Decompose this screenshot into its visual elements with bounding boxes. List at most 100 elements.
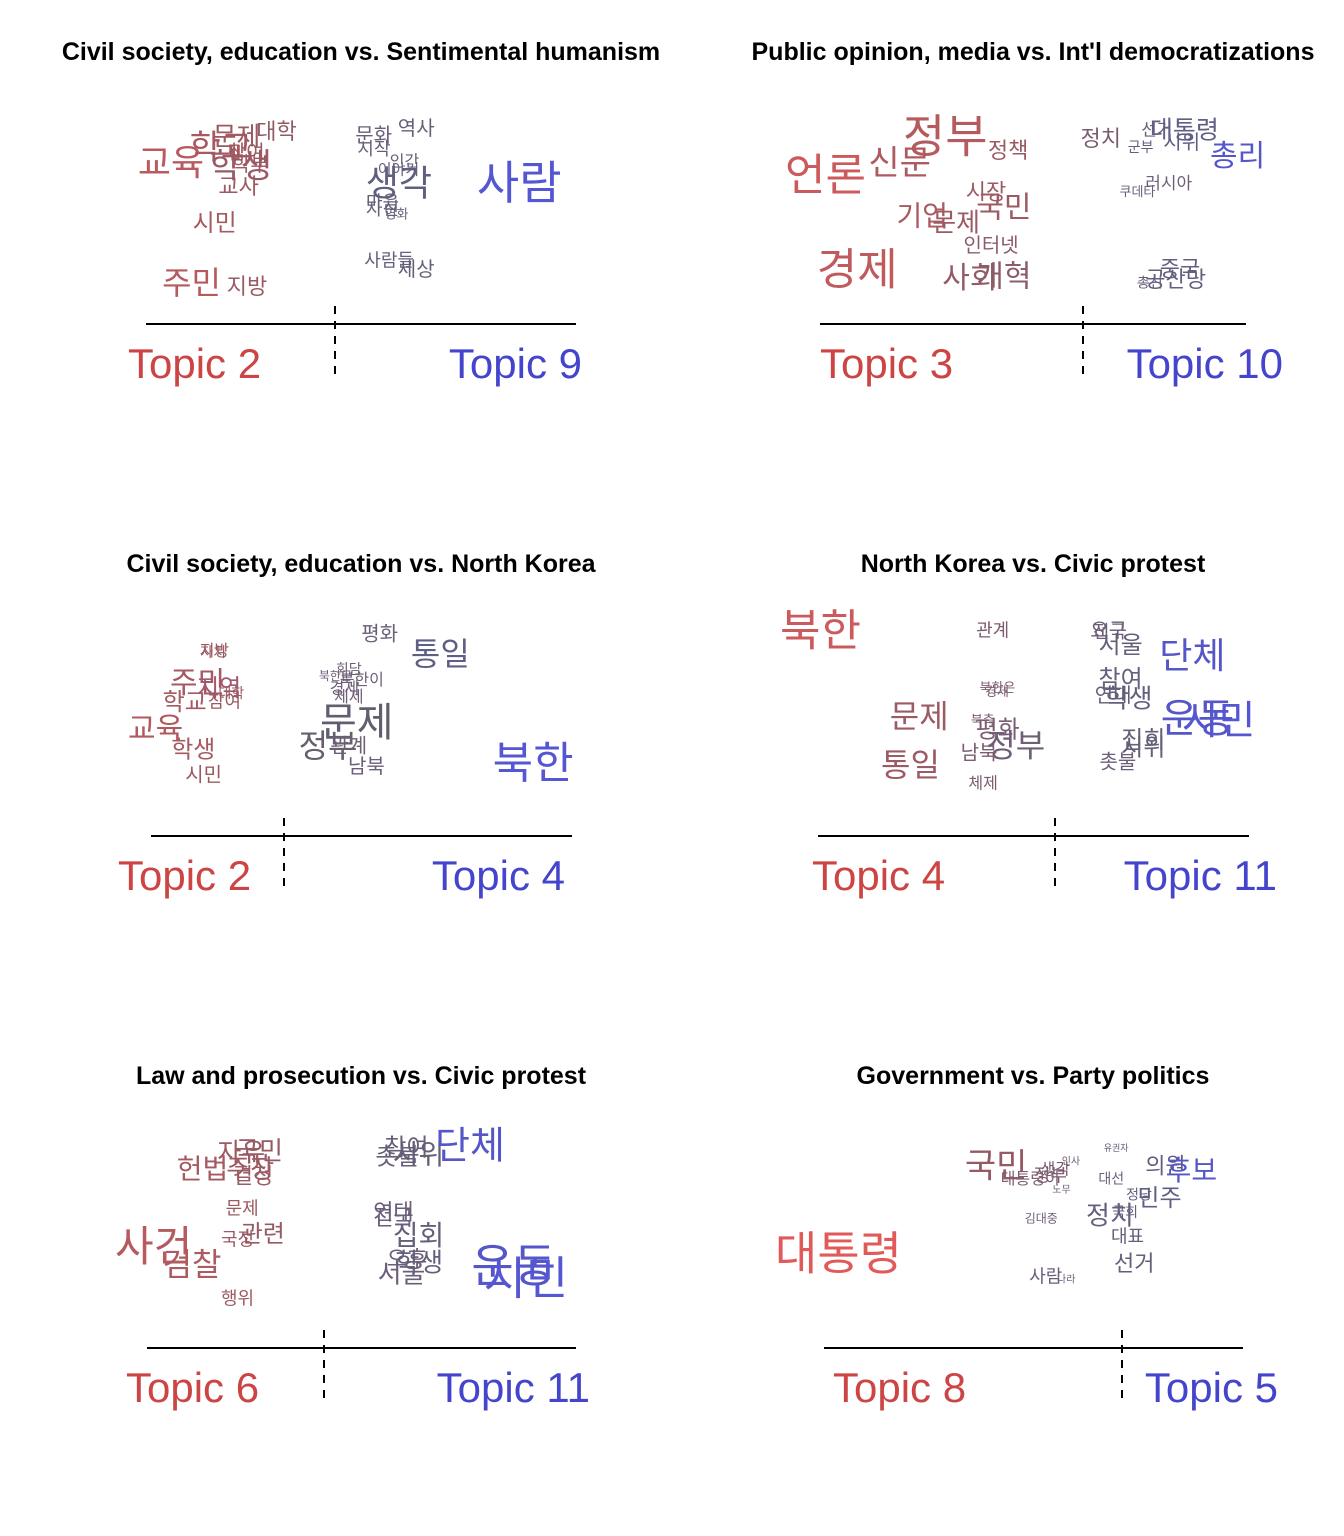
word-mark: 사람: [477, 156, 562, 210]
left-topic-label: Topic 2: [118, 852, 251, 899]
word-mark: 대통령: [775, 1227, 902, 1281]
word-mark: 운동: [471, 1239, 556, 1293]
word-mark: 정부: [299, 727, 358, 765]
panel-title: Public opinion, media vs. Int'l democrat…: [752, 38, 1315, 66]
word-mark: 문제: [320, 700, 394, 746]
word-mark: 교사: [218, 175, 258, 200]
word-mark: 자신: [366, 199, 399, 220]
word-mark: 자치: [200, 645, 226, 661]
word-mark: 사람: [1029, 1266, 1062, 1287]
word-mark: 국회: [1112, 1205, 1138, 1221]
panel-title: Civil society, education vs. Sentimental…: [62, 38, 660, 66]
word-mark: 선거: [1141, 121, 1172, 141]
right-topic-label: Topic 5: [1145, 1364, 1278, 1411]
left-topic-label: Topic 4: [812, 852, 945, 899]
panel-3: Civil society, education vs. North Korea…: [118, 550, 597, 899]
word-mark: 지역: [197, 674, 241, 702]
word-mark: 노무: [1052, 1184, 1070, 1196]
word-mark: 북한: [493, 738, 574, 789]
word-mark: 쿠데타: [1120, 185, 1156, 200]
panel-6: Government vs. Party politics 국민대통령이정부생각인…: [775, 1062, 1278, 1411]
word-mark: 문제: [932, 209, 980, 239]
word-mark: 남북: [348, 754, 385, 778]
word-mark: 개혁: [976, 259, 1031, 294]
word-mark: 언론: [785, 150, 866, 201]
left-topic-label: Topic 2: [128, 340, 261, 387]
word-mark: 세상: [398, 257, 435, 281]
word-mark: 시민: [1182, 698, 1256, 744]
panel-title: Civil society, education vs. North Korea: [126, 550, 596, 578]
word-mark: 통일: [881, 746, 940, 784]
panel-title: Law and prosecution vs. Civic protest: [136, 1062, 587, 1090]
word-mark: 촛불: [375, 1143, 419, 1171]
word-mark: 문제: [226, 1199, 259, 1220]
word-mark: 오후: [387, 1248, 427, 1273]
left-topic-label: Topic 3: [820, 340, 953, 387]
word-mark: 전국: [1093, 622, 1126, 643]
word-mark: 헌법: [177, 1153, 229, 1186]
word-mark: 공산당: [1145, 268, 1206, 293]
word-mark: 촛불: [1100, 749, 1137, 773]
word-mark: 시위: [393, 1138, 445, 1171]
word-mark: 대선: [1098, 1171, 1124, 1187]
word-mark: 학교: [190, 128, 253, 168]
panel-title: Government vs. Party politics: [857, 1062, 1210, 1090]
word-mark: 참여: [384, 1134, 428, 1162]
word-mark: 시위: [1121, 733, 1165, 761]
word-mark: 단체: [435, 1124, 505, 1168]
word-mark: 시작: [357, 139, 390, 160]
word-mark: 시장: [966, 180, 1006, 205]
word-mark: 기업: [897, 200, 949, 233]
word-mark: 국정: [221, 1229, 254, 1250]
word-mark: 북측: [971, 714, 995, 729]
word-mark: 자유: [217, 1139, 265, 1169]
word-mark: 사람들: [364, 251, 414, 272]
word-mark: 정치: [1081, 127, 1121, 152]
word-mark: 주민: [170, 666, 225, 701]
word-mark: 관계: [330, 734, 367, 758]
word-mark: 사회: [942, 261, 997, 296]
word-mark: 국민: [235, 1137, 283, 1167]
word-mark: 대통령: [1150, 116, 1219, 145]
right-topic-label: Topic 11: [437, 1364, 590, 1411]
word-mark: 국민: [965, 1147, 1028, 1187]
word-mark: 경제: [330, 678, 359, 697]
right-topic-label: Topic 9: [449, 340, 582, 387]
word-mark: 시위: [1163, 130, 1200, 154]
right-topic-label: Topic 10: [1127, 340, 1283, 387]
word-mark: 선거: [1114, 1252, 1154, 1277]
word-mark: 군부: [1128, 140, 1154, 156]
word-mark: 역사: [398, 116, 435, 140]
right-topic-label: Topic 11: [1124, 852, 1277, 899]
word-mark: 회담: [336, 662, 362, 678]
word-mark: 국민: [976, 191, 1031, 226]
word-mark: 관련: [241, 1220, 285, 1248]
word-mark: 후보: [1166, 1154, 1218, 1187]
word-mark: 참여: [1099, 665, 1143, 693]
word-mark: 사건: [115, 1222, 192, 1271]
word-mark: 행위: [221, 1289, 254, 1310]
word-mark: 학교: [163, 688, 207, 716]
word-mark: 문제: [890, 698, 949, 736]
word-mark: 지방: [200, 641, 230, 660]
word-mark: 인터넷: [964, 233, 1019, 257]
word-mark: 통일: [411, 635, 470, 673]
word-mark: 경제: [985, 685, 1009, 700]
word-mark: 지방: [227, 275, 267, 300]
word-mark: 집회: [393, 1219, 445, 1252]
word-mark: 마음: [366, 192, 399, 213]
word-mark: 시민: [185, 763, 222, 787]
word-mark: 단체: [1159, 636, 1225, 677]
word-mark: 시민: [193, 209, 237, 237]
word-mark: 민주: [1137, 1184, 1181, 1212]
word-mark: 문제: [213, 123, 261, 153]
word-mark: 연대: [373, 1201, 413, 1226]
panel-2: Public opinion, media vs. Int'l democrat…: [752, 38, 1315, 387]
word-mark: 총리: [1210, 139, 1265, 174]
word-mark: 영화: [385, 208, 409, 223]
word-mark: 정부: [986, 726, 1045, 764]
word-mark: 결정: [233, 1165, 273, 1190]
word-mark: 생각: [1041, 1159, 1071, 1178]
word-mark: 서울: [378, 1259, 426, 1289]
word-mark: 대표: [1111, 1226, 1144, 1247]
